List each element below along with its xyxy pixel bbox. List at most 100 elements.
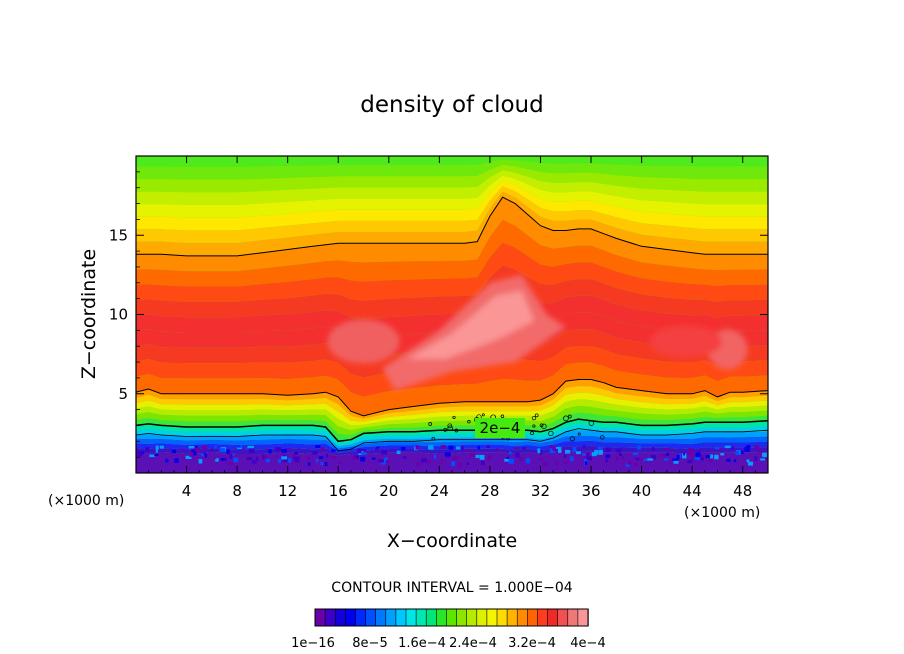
ground-speckle	[540, 449, 543, 455]
cloud-body-band	[136, 265, 768, 320]
ground-speckle	[202, 452, 206, 455]
noise-contour	[539, 423, 544, 428]
ground-speckle	[326, 453, 329, 458]
noise-contour	[452, 415, 456, 419]
ground-speckle	[487, 455, 492, 460]
ground-speckle	[665, 453, 669, 456]
cloud-body-band	[136, 219, 768, 287]
ground-speckle	[350, 446, 354, 450]
ground-speckle	[651, 455, 657, 460]
ground-speckle	[247, 445, 254, 449]
ground-speckle	[216, 458, 219, 462]
colorbar-tick-label: 8e−5	[352, 636, 387, 651]
ground-speckle	[746, 445, 751, 448]
noise-contour	[577, 432, 581, 436]
ground-speckle	[570, 456, 574, 462]
colorbar-swatch	[375, 608, 387, 627]
noise-contour	[534, 413, 539, 418]
noise-contour	[500, 414, 505, 419]
noise-contour	[588, 420, 595, 426]
ground-speckle	[698, 457, 704, 461]
sky-band	[136, 175, 768, 218]
ground-speckle	[357, 448, 362, 454]
ground-speckle	[191, 447, 197, 452]
ground-speckle	[555, 461, 559, 466]
ground-speckle	[452, 456, 459, 460]
ground-speckle	[189, 452, 194, 457]
ground-speckle	[293, 456, 300, 461]
ground-speckle	[504, 458, 510, 462]
ground-speckle	[509, 451, 512, 455]
sky-band	[136, 181, 768, 231]
colorbar	[314, 608, 589, 627]
ground-speckle	[378, 459, 384, 462]
peak-left	[327, 319, 400, 364]
x-unit-left: (×1000 m)	[48, 493, 124, 509]
ground-speckle	[586, 452, 589, 458]
ground-speckle	[251, 445, 254, 449]
ground-speckle	[188, 446, 195, 449]
ground-speckle	[149, 454, 155, 457]
ground-speckle	[754, 456, 758, 461]
ground-speckle	[241, 447, 245, 452]
ground-speckle	[415, 445, 420, 450]
ground-speckle	[724, 445, 731, 449]
ground-speckle	[730, 447, 734, 450]
ground-speckle	[583, 455, 587, 459]
ground-speckle	[433, 454, 437, 459]
ground-speckle	[506, 456, 509, 459]
ground-speckle	[385, 459, 390, 464]
colorbar-swatch	[385, 608, 397, 627]
ground-speckle	[204, 453, 207, 458]
colorbar-swatch	[537, 608, 549, 627]
colorbar-swatch	[415, 608, 427, 627]
colorbar-swatch	[466, 608, 478, 627]
ground-speckle	[338, 461, 342, 464]
ground-speckle	[456, 446, 461, 450]
ground-speckle	[440, 459, 443, 464]
ground-speckle	[598, 449, 603, 455]
colorbar-tick-label: 1.6e−4	[398, 636, 446, 651]
ground-speckle	[594, 449, 599, 455]
ground-speckle	[481, 461, 485, 465]
ground-speckle	[145, 447, 150, 452]
ground-speckle	[228, 462, 234, 465]
lower-band	[136, 405, 768, 435]
ground-speckle	[525, 458, 530, 464]
ground-speckle	[591, 452, 597, 457]
ground-speckle	[202, 445, 208, 450]
ground-speckle	[663, 448, 669, 451]
contour-line-top	[136, 196, 768, 257]
ground-speckle	[697, 451, 701, 454]
x-tick-label: 12	[278, 482, 297, 500]
ground-speckle	[605, 454, 611, 458]
ground-speckle	[575, 451, 581, 455]
ground-speckle	[278, 459, 281, 464]
ground-speckle	[660, 454, 667, 457]
ground-speckle	[281, 456, 288, 460]
colorbar-swatch	[345, 608, 357, 627]
ground-speckle	[440, 445, 446, 449]
ground-speckle	[353, 455, 359, 460]
ground-speckle	[586, 456, 592, 461]
noise-contour	[532, 424, 536, 428]
colorbar-swatch	[496, 608, 508, 627]
ground-speckle	[552, 446, 557, 451]
ground-speckle	[515, 452, 520, 458]
colorbar-swatch	[516, 608, 529, 627]
ground-speckle	[688, 448, 694, 453]
ground-speckle	[475, 454, 480, 458]
ground-speckle	[315, 459, 319, 463]
ground-speckle	[171, 449, 176, 454]
ground-speckle	[312, 451, 318, 455]
noise-contour	[541, 423, 547, 429]
ground-speckle	[542, 461, 548, 467]
ground-speckle	[268, 449, 272, 454]
lower-band	[136, 399, 768, 431]
ground-speckle	[214, 445, 217, 449]
ground-speckle	[635, 457, 640, 461]
ground-speckle	[720, 453, 725, 456]
ground-speckle	[762, 452, 767, 458]
ground-speckle	[416, 462, 421, 466]
colorbar-swatch	[314, 608, 326, 627]
